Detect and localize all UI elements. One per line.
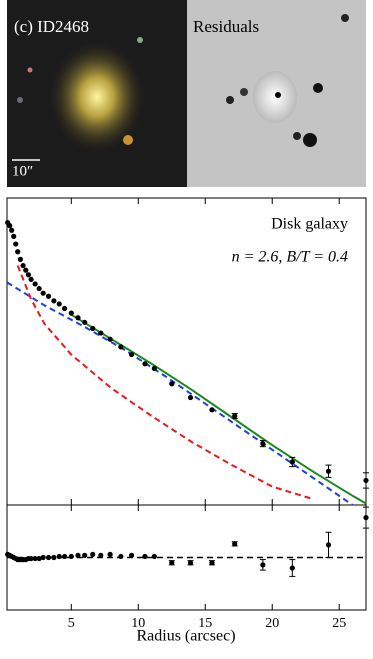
data-point [56,553,62,560]
star [137,37,143,43]
data-point [232,413,238,419]
x-tick-label: 5 [68,616,75,631]
data-point [325,468,332,474]
data-point [45,554,52,561]
data-point [151,365,157,371]
data-point [325,542,332,548]
data-point [142,361,148,367]
data-point [11,233,17,239]
data-point [289,459,295,465]
data-point [36,285,42,292]
data-point [82,319,88,325]
data-point [32,281,38,287]
data-point [51,298,57,304]
x-tick-label: 15 [198,616,212,631]
data-point [90,551,96,557]
data-point [75,315,81,321]
data-point [289,565,295,571]
source [303,133,317,147]
x-tick-label: 20 [265,616,279,631]
data-point [40,554,46,561]
source [341,14,349,22]
source [313,83,323,93]
image-panels: (c) ID2468 Residuals 10″ [7,0,366,187]
data-point [90,325,96,332]
data-point [118,553,124,560]
data-point [32,555,38,562]
data-point [28,555,34,562]
annotation: Disk galaxy [271,216,348,233]
data-point [9,227,15,233]
data-point [107,336,113,342]
data-point [40,290,46,296]
data-point [13,241,19,247]
data-point [187,394,194,401]
x-axis-label: Radius (arcsec) [136,628,235,645]
data-point [98,552,104,559]
data-point [56,301,62,307]
data-point [17,256,23,262]
data-point [98,330,104,336]
data-point [28,276,34,282]
data-point [151,553,157,560]
data-point [62,553,68,560]
model-curve [16,265,313,500]
data-point [51,554,57,561]
data-point [20,262,26,269]
data-point [68,310,74,316]
residual-core [253,71,297,123]
data-point [363,477,369,484]
source [275,92,281,98]
star [123,135,133,145]
data-point [363,515,369,521]
star [17,97,23,103]
image-label: Residuals [193,17,259,36]
model-curve [6,281,354,506]
data-point [232,541,238,547]
source [240,88,248,96]
data-point [118,344,124,350]
image-label: (c) ID2468 [14,17,89,36]
data-point [68,553,74,560]
data-point [260,441,266,447]
annotation: n = 2.6, B/T = 0.4 [232,249,348,266]
data-point [7,223,13,229]
data-point [107,551,113,557]
data-point [23,267,29,273]
star [27,67,33,73]
data-point [169,560,175,566]
plot-frame [6,197,367,611]
scale-label: 10″ [12,163,33,179]
x-tick-label: 10 [131,616,145,631]
model-curve [70,313,367,505]
data-point [187,560,194,566]
data-point [15,249,21,255]
source [226,96,234,104]
data-point [209,407,215,413]
data-point [82,552,88,559]
galaxy [49,41,145,153]
source [293,132,301,140]
data-point [45,293,52,299]
data-point [36,555,42,562]
data-point [260,562,266,568]
x-tick-label: 25 [332,616,346,631]
data-point [169,381,175,387]
data-point [62,305,68,312]
data-point [142,553,148,560]
data-point [128,552,135,559]
data-point [128,351,135,358]
data-point [75,552,81,559]
data-point [209,560,215,566]
data-point [25,272,32,278]
